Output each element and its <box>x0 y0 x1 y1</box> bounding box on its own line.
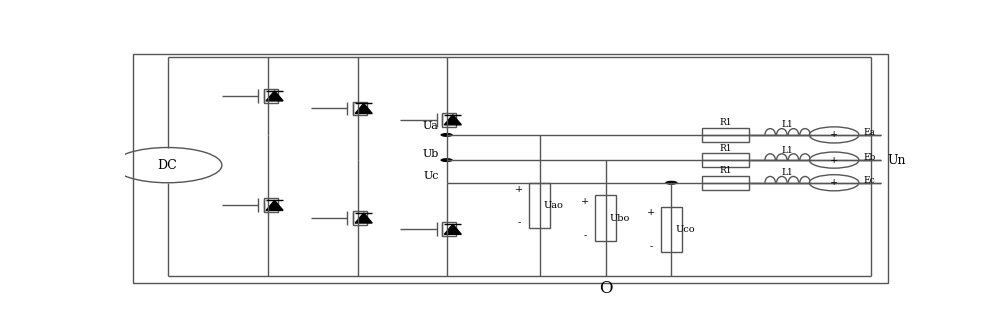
Bar <box>661 207 682 252</box>
Bar <box>529 183 550 228</box>
Circle shape <box>809 152 859 168</box>
Text: -: - <box>584 231 587 240</box>
Text: O: O <box>599 280 612 297</box>
Bar <box>264 89 278 103</box>
Bar <box>353 102 367 115</box>
Text: Uc: Uc <box>423 171 439 181</box>
Text: Ua: Ua <box>423 121 439 131</box>
Text: R1: R1 <box>719 118 732 128</box>
Circle shape <box>665 181 678 185</box>
Polygon shape <box>444 115 461 125</box>
Bar <box>595 195 616 241</box>
Polygon shape <box>266 91 283 101</box>
Text: -: - <box>650 242 653 251</box>
Text: +: + <box>515 184 524 194</box>
Polygon shape <box>355 103 372 113</box>
Bar <box>702 153 749 167</box>
Text: Ubo: Ubo <box>609 214 630 222</box>
Polygon shape <box>355 213 372 223</box>
Circle shape <box>809 175 859 191</box>
Bar <box>353 211 367 225</box>
Text: DC: DC <box>158 159 178 172</box>
Text: +: + <box>830 130 838 139</box>
Text: Eb: Eb <box>864 153 876 162</box>
Text: L1: L1 <box>782 120 794 129</box>
Text: Ec: Ec <box>864 176 875 185</box>
Circle shape <box>440 158 453 162</box>
Text: R1: R1 <box>719 144 732 153</box>
Text: Uco: Uco <box>675 225 695 234</box>
Text: Un: Un <box>888 154 906 166</box>
Bar <box>442 113 456 127</box>
Text: Uao: Uao <box>544 201 563 210</box>
Polygon shape <box>444 224 461 234</box>
Text: L1: L1 <box>782 168 794 177</box>
Text: R1: R1 <box>719 166 732 175</box>
Bar <box>442 222 456 236</box>
Text: +: + <box>830 178 838 187</box>
Text: +: + <box>581 197 589 206</box>
Circle shape <box>440 133 453 137</box>
Text: -: - <box>518 218 521 228</box>
Text: +: + <box>647 209 655 217</box>
Circle shape <box>113 147 222 183</box>
Circle shape <box>809 127 859 143</box>
Text: L1: L1 <box>782 146 794 155</box>
Polygon shape <box>266 200 283 211</box>
Bar <box>702 128 749 142</box>
Bar <box>264 198 278 212</box>
Text: +: + <box>830 156 838 164</box>
Bar <box>702 176 749 190</box>
Text: Ub: Ub <box>422 149 439 159</box>
Text: Ea: Ea <box>864 128 876 137</box>
